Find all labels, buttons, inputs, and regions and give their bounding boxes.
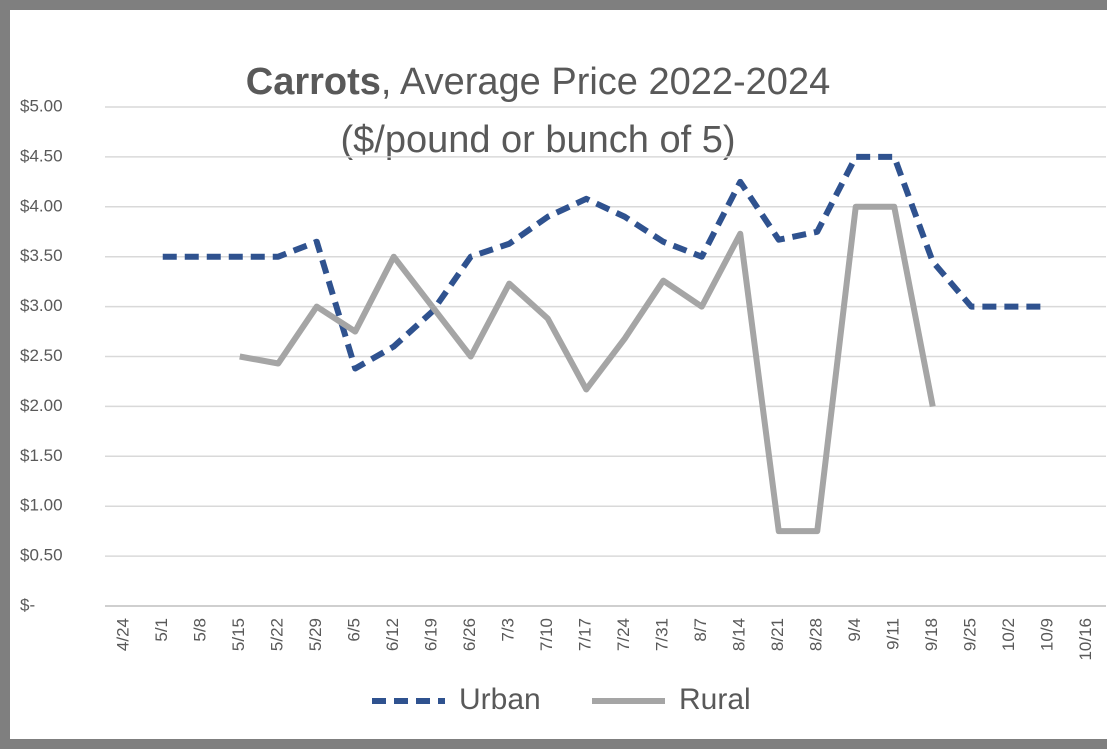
x-tick-label: 8/7 xyxy=(691,618,710,642)
y-tick-label: $4.50 xyxy=(20,146,63,165)
x-tick-label: 9/18 xyxy=(922,618,941,651)
x-tick-label: 10/2 xyxy=(999,618,1018,651)
y-tick-label: $- xyxy=(20,595,35,614)
x-tick-label: 7/31 xyxy=(653,618,672,651)
series-line xyxy=(239,203,936,535)
legend-label: Urban xyxy=(459,683,541,716)
x-tick-label: 8/14 xyxy=(730,618,749,651)
x-tick-label: 7/10 xyxy=(537,618,556,651)
x-tick-label: 6/5 xyxy=(345,618,364,642)
x-tick-label: 5/22 xyxy=(268,618,287,651)
x-tick-label: 5/1 xyxy=(152,618,171,642)
x-tick-label: 7/24 xyxy=(614,618,633,651)
x-tick-label: 7/3 xyxy=(499,618,518,642)
x-tick-label: 6/19 xyxy=(422,618,441,651)
y-tick-label: $5.00 xyxy=(20,96,63,115)
title-bold: Carrots xyxy=(246,61,381,103)
y-tick-label: $3.00 xyxy=(20,296,63,315)
x-tick-label: 4/24 xyxy=(114,618,133,651)
y-tick-label: $0.50 xyxy=(20,546,63,565)
y-tick-label: $1.50 xyxy=(20,446,63,465)
x-tick-label: 10/9 xyxy=(1038,618,1057,651)
y-tick-label: $3.50 xyxy=(20,246,63,265)
x-tick-label: 5/8 xyxy=(191,618,210,642)
x-tick-label: 8/21 xyxy=(768,618,787,651)
legend-label: Rural xyxy=(679,683,751,716)
series-line xyxy=(162,153,1049,372)
y-tick-label: $4.00 xyxy=(20,196,63,215)
x-tick-label: 10/16 xyxy=(1076,618,1095,661)
x-tick-label: 5/29 xyxy=(306,618,325,651)
y-tick-label: $2.00 xyxy=(20,396,63,415)
x-tick-label: 7/17 xyxy=(576,618,595,651)
chart-title: Carrots, Average Price 2022-2024 xyxy=(246,61,830,103)
y-tick-label: $2.50 xyxy=(20,346,63,365)
chart-subtitle: ($/pound or bunch of 5) xyxy=(340,119,735,161)
x-tick-label: 6/12 xyxy=(383,618,402,651)
x-tick-label: 9/4 xyxy=(845,618,864,642)
title-rest: , Average Price 2022-2024 xyxy=(381,61,830,103)
x-tick-label: 9/11 xyxy=(884,618,903,650)
x-tick-label: 5/15 xyxy=(229,618,248,651)
x-tick-label: 8/28 xyxy=(807,618,826,651)
y-tick-label: $1.00 xyxy=(20,496,63,515)
x-tick-label: 9/25 xyxy=(961,618,980,651)
x-tick-label: 6/26 xyxy=(460,618,479,651)
